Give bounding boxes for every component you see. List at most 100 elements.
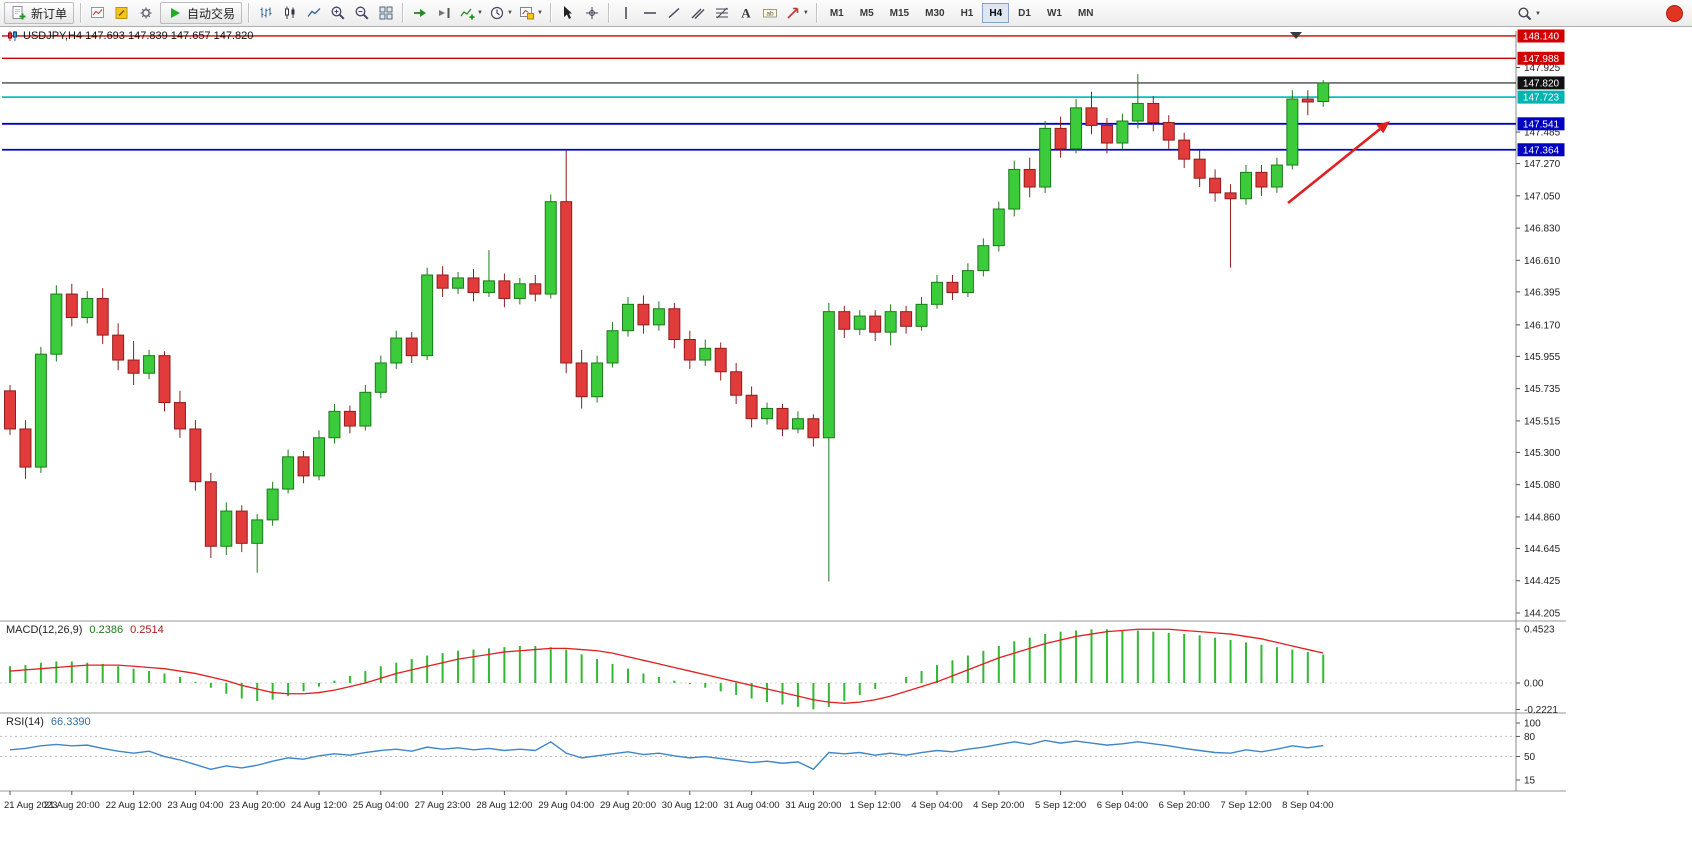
time-label: 4 Sep 20:00 bbox=[973, 800, 1024, 811]
candle-bear bbox=[1085, 107, 1098, 126]
price-tick-label: 145.300 bbox=[1524, 448, 1561, 459]
arrows-button[interactable]: ▼ bbox=[782, 2, 812, 24]
candle-bull bbox=[452, 277, 465, 289]
new-order-button[interactable]: 新订单 bbox=[4, 2, 75, 24]
time-label: 7 Sep 12:00 bbox=[1220, 800, 1271, 811]
crosshair-button[interactable] bbox=[580, 2, 604, 24]
candle-bear bbox=[1023, 168, 1036, 188]
candle-bear bbox=[869, 315, 882, 333]
autotrading-button[interactable]: 自动交易 bbox=[160, 2, 243, 24]
metaeditor-button[interactable] bbox=[110, 2, 134, 24]
trendline-icon bbox=[666, 5, 682, 21]
price-tick-label: 146.830 bbox=[1524, 224, 1561, 235]
text-button[interactable]: A bbox=[734, 2, 758, 24]
fibonacci-button[interactable] bbox=[710, 2, 734, 24]
indicators-button[interactable]: ▼ bbox=[456, 2, 486, 24]
time-label: 6 Sep 04:00 bbox=[1097, 800, 1148, 811]
rsi-label: RSI(14) 66.3390 bbox=[6, 716, 91, 728]
time-label: 21 Aug 2023 bbox=[4, 800, 57, 811]
timeframe-m15[interactable]: M15 bbox=[883, 3, 916, 23]
new-chart-button[interactable] bbox=[86, 2, 110, 24]
search-button[interactable]: ▼ bbox=[1514, 3, 1544, 25]
templates-button[interactable]: ▼ bbox=[516, 2, 546, 24]
search-icon bbox=[1517, 6, 1533, 22]
text-icon: A bbox=[738, 5, 754, 21]
channel-button[interactable] bbox=[686, 2, 710, 24]
time-label: 29 Aug 20:00 bbox=[600, 800, 656, 811]
price-tick-label: 145.515 bbox=[1524, 416, 1561, 427]
arrow-object[interactable] bbox=[1287, 123, 1387, 205]
line-chart-button[interactable] bbox=[302, 2, 326, 24]
candle-bull bbox=[220, 510, 233, 547]
time-label: 8 Sep 04:00 bbox=[1282, 800, 1333, 811]
candle-bear bbox=[498, 280, 511, 299]
vertical-line-button[interactable] bbox=[614, 2, 638, 24]
candle-bull bbox=[961, 270, 974, 294]
candle-bear bbox=[560, 201, 573, 364]
candle-bull bbox=[931, 281, 943, 305]
price-badge bbox=[1517, 51, 1565, 65]
candle-bear bbox=[668, 308, 681, 341]
candle-bull bbox=[915, 303, 928, 327]
toolbar-separator bbox=[607, 3, 610, 23]
price-tick-label: 146.610 bbox=[1524, 256, 1561, 267]
new-chart-icon bbox=[90, 5, 106, 21]
cursor-button[interactable] bbox=[556, 2, 580, 24]
timeframe-h4[interactable]: H4 bbox=[982, 3, 1010, 23]
metaeditor-icon bbox=[114, 5, 130, 21]
candle-bear bbox=[65, 293, 78, 319]
candle-bull bbox=[699, 347, 712, 361]
price-tick-label: 146.395 bbox=[1524, 287, 1561, 298]
tile-windows-button[interactable] bbox=[374, 2, 398, 24]
time-label: 30 Aug 12:00 bbox=[662, 800, 718, 811]
candle-bear bbox=[189, 428, 202, 483]
timeframe-h1[interactable]: H1 bbox=[954, 3, 981, 23]
chart-shift-button[interactable] bbox=[432, 2, 456, 24]
candle-bull bbox=[81, 297, 94, 319]
chart-canvas[interactable]: 147.925 147.485 147.270 147.050 146.830 146.6… bbox=[0, 27, 1692, 831]
zoom-in-button[interactable] bbox=[326, 2, 350, 24]
dropdown-arrow-icon: ▼ bbox=[1535, 10, 1541, 17]
time-label: 25 Aug 04:00 bbox=[353, 800, 409, 811]
chart-shift-marker[interactable] bbox=[1290, 32, 1302, 39]
bar-chart-icon bbox=[258, 5, 274, 21]
time-label: 28 Aug 12:00 bbox=[476, 800, 532, 811]
price-tick-label: 145.735 bbox=[1524, 384, 1561, 395]
timeframe-mn[interactable]: MN bbox=[1071, 3, 1101, 23]
candle-bear bbox=[1301, 98, 1314, 103]
candle-bull bbox=[266, 488, 279, 521]
timeframe-m30[interactable]: M30 bbox=[918, 3, 951, 23]
time-label: 24 Aug 12:00 bbox=[291, 800, 347, 811]
candle-bear bbox=[1209, 177, 1222, 194]
timeframe-m1[interactable]: M1 bbox=[823, 3, 851, 23]
candle-bear bbox=[204, 481, 217, 547]
trendline-button[interactable] bbox=[662, 2, 686, 24]
horizontal-line-button[interactable] bbox=[638, 2, 662, 24]
new-order-icon bbox=[11, 5, 27, 21]
options-button[interactable] bbox=[134, 2, 158, 24]
timeframe-w1[interactable]: W1 bbox=[1040, 3, 1069, 23]
price-tick-label: 147.270 bbox=[1524, 159, 1561, 170]
candle-bull bbox=[34, 353, 47, 468]
arrow-head bbox=[1376, 121, 1390, 134]
candlestick-chart-button[interactable] bbox=[278, 2, 302, 24]
rsi-scale-label: 100 bbox=[1524, 719, 1541, 730]
auto-scroll-button[interactable] bbox=[408, 2, 432, 24]
dropdown-arrow-icon: ▼ bbox=[477, 10, 483, 16]
candle-bear bbox=[575, 362, 588, 398]
zoom-out-button[interactable] bbox=[350, 2, 374, 24]
time-label: 23 Aug 20:00 bbox=[229, 800, 285, 811]
bar-chart-button[interactable] bbox=[254, 2, 278, 24]
notification-icon[interactable] bbox=[1666, 5, 1683, 22]
auto-scroll-icon bbox=[412, 5, 428, 21]
price-badge bbox=[1517, 143, 1565, 157]
price-tick-label: 147.485 bbox=[1524, 128, 1561, 139]
timeframe-d1[interactable]: D1 bbox=[1011, 3, 1038, 23]
rsi-scale-label: 80 bbox=[1524, 732, 1536, 743]
label-button[interactable]: ab bbox=[758, 2, 782, 24]
candle-bear bbox=[745, 394, 758, 420]
periods-button[interactable]: ▼ bbox=[486, 2, 516, 24]
timeframe-m5[interactable]: M5 bbox=[853, 3, 881, 23]
candle-bull bbox=[1131, 102, 1144, 122]
